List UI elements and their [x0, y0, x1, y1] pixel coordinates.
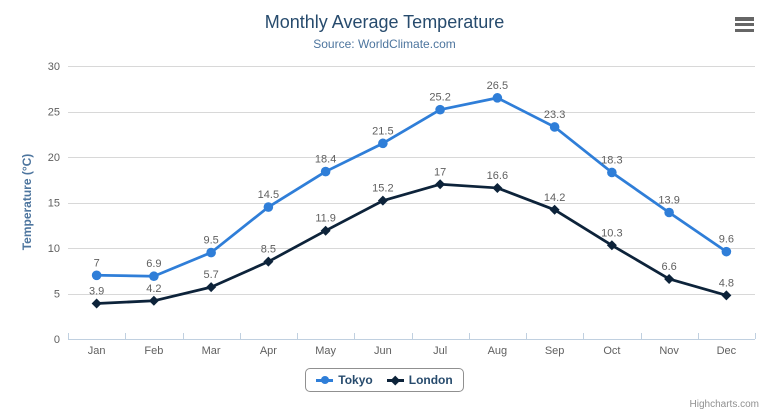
data-point-marker-tokyo[interactable] — [664, 207, 674, 218]
x-axis-label: Jan — [88, 345, 106, 357]
data-label: 23.3 — [544, 109, 565, 121]
data-point-marker-tokyo[interactable] — [263, 202, 274, 212]
data-label: 11.9 — [315, 213, 336, 225]
london-line-diamond-icon — [386, 374, 404, 386]
data-point-marker-london[interactable] — [320, 225, 331, 236]
y-axis-label: 20 — [48, 152, 60, 164]
data-label: 6.9 — [146, 258, 161, 270]
data-label: 18.4 — [315, 154, 336, 166]
series-line-tokyo — [95, 96, 728, 278]
data-label: 5.7 — [203, 269, 218, 281]
x-axis-label: Nov — [659, 345, 679, 357]
data-point-marker-london[interactable] — [549, 204, 560, 215]
chart-subtitle: Source: WorldClimate.com — [313, 37, 456, 51]
x-axis-label: May — [315, 345, 336, 357]
data-label: 3.9 — [89, 286, 104, 298]
data-label: 15.2 — [372, 183, 393, 195]
data-label: 7 — [94, 257, 100, 269]
x-axis-label: Mar — [202, 345, 221, 357]
data-point-marker-london[interactable] — [206, 282, 217, 293]
hamburger-icon — [735, 28, 754, 32]
y-axis-label: 15 — [48, 198, 60, 210]
x-axis-label: Apr — [260, 345, 277, 357]
data-point-marker-london[interactable] — [148, 295, 159, 306]
series-line-london — [95, 182, 728, 305]
data-point-marker-tokyo[interactable] — [549, 122, 560, 132]
x-axis-label: Oct — [603, 345, 620, 357]
data-point-marker-london[interactable] — [377, 195, 388, 206]
legend-box: Tokyo London — [305, 368, 464, 392]
x-axis-label: Jul — [433, 345, 447, 357]
y-axis-label: 0 — [54, 334, 60, 346]
data-label: 14.5 — [258, 189, 279, 201]
data-point-marker-london[interactable] — [91, 298, 102, 309]
data-point-marker-tokyo[interactable] — [435, 104, 445, 115]
data-label: 4.2 — [146, 283, 161, 295]
data-label: 8.5 — [261, 244, 276, 256]
data-point-marker-tokyo[interactable] — [492, 93, 503, 103]
data-point-marker-tokyo[interactable] — [149, 271, 159, 282]
legend: Tokyo London — [0, 368, 769, 392]
data-label: 21.5 — [372, 125, 393, 137]
data-point-marker-london[interactable] — [435, 179, 446, 190]
data-label: 6.6 — [661, 261, 676, 273]
data-point-marker-london[interactable] — [664, 273, 675, 284]
x-axis-label: Jun — [374, 345, 392, 357]
data-label: 17 — [434, 166, 446, 178]
context-menu-button[interactable] — [735, 17, 754, 32]
x-axis-label: Sep — [545, 345, 565, 357]
data-point-marker-london[interactable] — [492, 182, 503, 193]
data-point-marker-london[interactable] — [721, 290, 732, 301]
data-point-marker-london[interactable] — [606, 240, 617, 251]
x-axis-label: Aug — [488, 345, 508, 357]
data-point-marker-tokyo[interactable] — [206, 247, 216, 258]
legend-label-london: London — [408, 373, 453, 387]
data-label: 26.5 — [487, 80, 508, 92]
hamburger-icon — [735, 22, 754, 27]
x-axis-label: Dec — [717, 345, 737, 357]
data-label: 14.2 — [544, 192, 565, 204]
data-point-marker-tokyo[interactable] — [607, 167, 617, 178]
y-axis-label: 30 — [48, 61, 60, 73]
legend-item-tokyo[interactable]: Tokyo — [316, 373, 373, 387]
credits-link[interactable]: Highcharts.com — [689, 399, 759, 410]
data-point-marker-tokyo[interactable] — [91, 270, 102, 281]
data-point-marker-tokyo[interactable] — [378, 138, 388, 149]
legend-label-tokyo: Tokyo — [338, 373, 373, 387]
data-label: 9.5 — [203, 235, 218, 247]
legend-item-london[interactable]: London — [386, 373, 453, 387]
y-axis-label: 10 — [48, 243, 60, 255]
y-axis-label: 25 — [48, 107, 60, 119]
data-label: 18.3 — [601, 154, 622, 166]
data-label: 4.8 — [719, 277, 734, 289]
data-label: 13.9 — [658, 195, 679, 207]
data-label: 9.6 — [719, 234, 734, 246]
y-axis-label: 5 — [54, 289, 60, 301]
chart-title: Monthly Average Temperature — [264, 12, 505, 32]
data-label: 10.3 — [601, 227, 622, 239]
data-point-marker-tokyo[interactable] — [721, 246, 732, 257]
hamburger-icon — [735, 17, 754, 21]
data-point-marker-london[interactable] — [263, 256, 274, 267]
data-point-marker-tokyo[interactable] — [320, 166, 331, 177]
x-axis-label: Feb — [144, 345, 163, 357]
data-label: 16.6 — [487, 170, 508, 182]
data-label: 25.2 — [429, 92, 450, 104]
tokyo-line-circle-icon — [316, 374, 334, 386]
